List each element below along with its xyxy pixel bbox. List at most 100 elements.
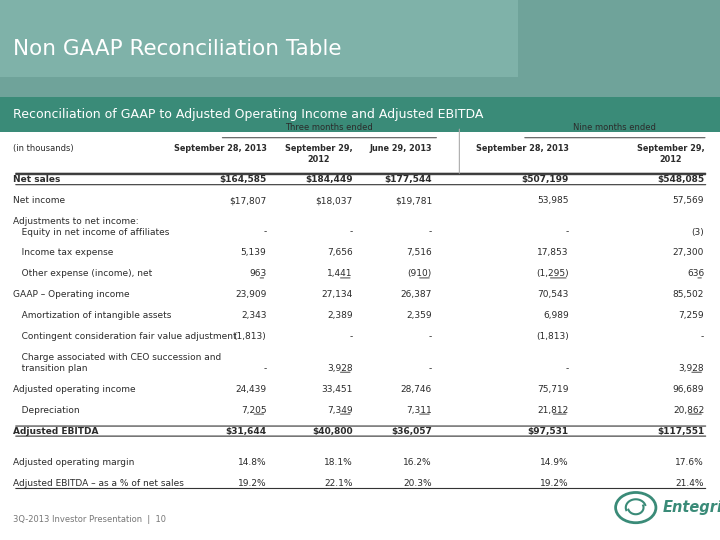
Text: $117,551: $117,551 — [657, 427, 704, 436]
Text: Other expense (income), net: Other expense (income), net — [13, 269, 152, 279]
Text: September 28, 2013: September 28, 2013 — [174, 144, 266, 153]
Text: 21.4%: 21.4% — [675, 479, 704, 488]
Text: -: - — [263, 227, 266, 237]
Text: -: - — [263, 364, 266, 373]
Text: (1,295): (1,295) — [536, 269, 569, 279]
Text: 963: 963 — [249, 269, 266, 279]
Text: Entegris: Entegris — [663, 500, 720, 515]
Text: $177,544: $177,544 — [384, 175, 432, 184]
Text: -: - — [349, 332, 353, 341]
Text: $548,085: $548,085 — [657, 175, 704, 184]
Text: 3,928: 3,928 — [327, 364, 353, 373]
Text: -: - — [428, 364, 432, 373]
Text: September 28, 2013: September 28, 2013 — [476, 144, 569, 153]
Text: September 29,
2012: September 29, 2012 — [636, 144, 704, 164]
Text: 7,205: 7,205 — [240, 406, 266, 415]
Text: 57,569: 57,569 — [672, 196, 704, 205]
Text: 2,359: 2,359 — [406, 312, 432, 320]
Text: 21,812: 21,812 — [538, 406, 569, 415]
Text: 3Q-2013 Investor Presentation  |  10: 3Q-2013 Investor Presentation | 10 — [13, 515, 166, 524]
Text: Adjusted operating income: Adjusted operating income — [13, 384, 135, 394]
Text: 17.6%: 17.6% — [675, 458, 704, 467]
Text: 6,989: 6,989 — [543, 312, 569, 320]
Text: 26,387: 26,387 — [400, 291, 432, 299]
Text: Adjusted operating margin: Adjusted operating margin — [13, 458, 135, 467]
Text: $19,781: $19,781 — [395, 196, 432, 205]
Text: 53,985: 53,985 — [537, 196, 569, 205]
Text: 23,909: 23,909 — [235, 291, 266, 299]
Text: $36,057: $36,057 — [391, 427, 432, 436]
Text: Net income: Net income — [13, 196, 65, 205]
Text: $40,800: $40,800 — [312, 427, 353, 436]
Bar — [0, 0, 720, 98]
Text: 22.1%: 22.1% — [324, 479, 353, 488]
Text: Three months ended: Three months ended — [286, 123, 373, 132]
Text: Non GAAP Reconciliation Table: Non GAAP Reconciliation Table — [13, 39, 341, 59]
Text: 7,311: 7,311 — [406, 406, 432, 415]
Text: Charge associated with CEO succession and: Charge associated with CEO succession an… — [13, 353, 221, 362]
Text: GAAP – Operating income: GAAP – Operating income — [13, 291, 130, 299]
Text: (1,813): (1,813) — [536, 332, 569, 341]
Text: 7,516: 7,516 — [406, 248, 432, 258]
Text: 27,134: 27,134 — [322, 291, 353, 299]
Text: 7,259: 7,259 — [678, 312, 704, 320]
Text: -: - — [349, 227, 353, 237]
Text: 16.2%: 16.2% — [403, 458, 432, 467]
Text: 14.8%: 14.8% — [238, 458, 266, 467]
Text: -: - — [428, 227, 432, 237]
Text: 1,441: 1,441 — [328, 269, 353, 279]
Text: $17,807: $17,807 — [229, 196, 266, 205]
Text: -: - — [565, 227, 569, 237]
Bar — [0, 97, 720, 132]
Text: 14.9%: 14.9% — [540, 458, 569, 467]
Text: transition plan: transition plan — [13, 364, 87, 373]
Text: 5,139: 5,139 — [240, 248, 266, 258]
Text: 636: 636 — [687, 269, 704, 279]
Text: $507,199: $507,199 — [521, 175, 569, 184]
Text: 18.1%: 18.1% — [324, 458, 353, 467]
Text: 19.2%: 19.2% — [238, 479, 266, 488]
Text: Contingent consideration fair value adjustment: Contingent consideration fair value adju… — [13, 332, 237, 341]
Text: (in thousands): (in thousands) — [13, 144, 73, 153]
Text: June 29, 2013: June 29, 2013 — [369, 144, 432, 153]
Text: 70,543: 70,543 — [537, 291, 569, 299]
Text: September 29,
2012: September 29, 2012 — [285, 144, 353, 164]
Text: 85,502: 85,502 — [672, 291, 704, 299]
Text: Net sales: Net sales — [13, 175, 60, 184]
Text: 27,300: 27,300 — [672, 248, 704, 258]
Text: 19.2%: 19.2% — [540, 479, 569, 488]
Text: Amortization of intangible assets: Amortization of intangible assets — [13, 312, 171, 320]
Text: 96,689: 96,689 — [672, 384, 704, 394]
Text: $164,585: $164,585 — [219, 175, 266, 184]
Text: 7,656: 7,656 — [327, 248, 353, 258]
Text: Adjusted EBITDA: Adjusted EBITDA — [13, 427, 99, 436]
Text: $97,531: $97,531 — [528, 427, 569, 436]
Text: 33,451: 33,451 — [321, 384, 353, 394]
Text: 3,928: 3,928 — [678, 364, 704, 373]
Text: 20.3%: 20.3% — [403, 479, 432, 488]
Text: -: - — [565, 364, 569, 373]
Text: -: - — [701, 332, 704, 341]
Text: Nine months ended: Nine months ended — [573, 123, 657, 132]
Text: 28,746: 28,746 — [401, 384, 432, 394]
FancyBboxPatch shape — [0, 0, 518, 77]
Text: 75,719: 75,719 — [537, 384, 569, 394]
Text: Equity in net income of affiliates: Equity in net income of affiliates — [13, 227, 169, 237]
Text: Income tax expense: Income tax expense — [13, 248, 113, 258]
Text: (910): (910) — [408, 269, 432, 279]
Text: 2,389: 2,389 — [327, 312, 353, 320]
Text: 20,862: 20,862 — [673, 406, 704, 415]
Text: $18,037: $18,037 — [315, 196, 353, 205]
Text: Adjusted EBITDA – as a % of net sales: Adjusted EBITDA – as a % of net sales — [13, 479, 184, 488]
Text: $184,449: $184,449 — [305, 175, 353, 184]
Text: $31,644: $31,644 — [225, 427, 266, 436]
Text: 7,349: 7,349 — [327, 406, 353, 415]
Text: 17,853: 17,853 — [537, 248, 569, 258]
Text: -: - — [428, 332, 432, 341]
Text: 2,343: 2,343 — [241, 312, 266, 320]
Text: (1,813): (1,813) — [234, 332, 266, 341]
Text: (3): (3) — [691, 227, 704, 237]
Text: Reconciliation of GAAP to Adjusted Operating Income and Adjusted EBITDA: Reconciliation of GAAP to Adjusted Opera… — [13, 108, 483, 122]
Text: Depreciation: Depreciation — [13, 406, 80, 415]
Text: 24,439: 24,439 — [235, 384, 266, 394]
